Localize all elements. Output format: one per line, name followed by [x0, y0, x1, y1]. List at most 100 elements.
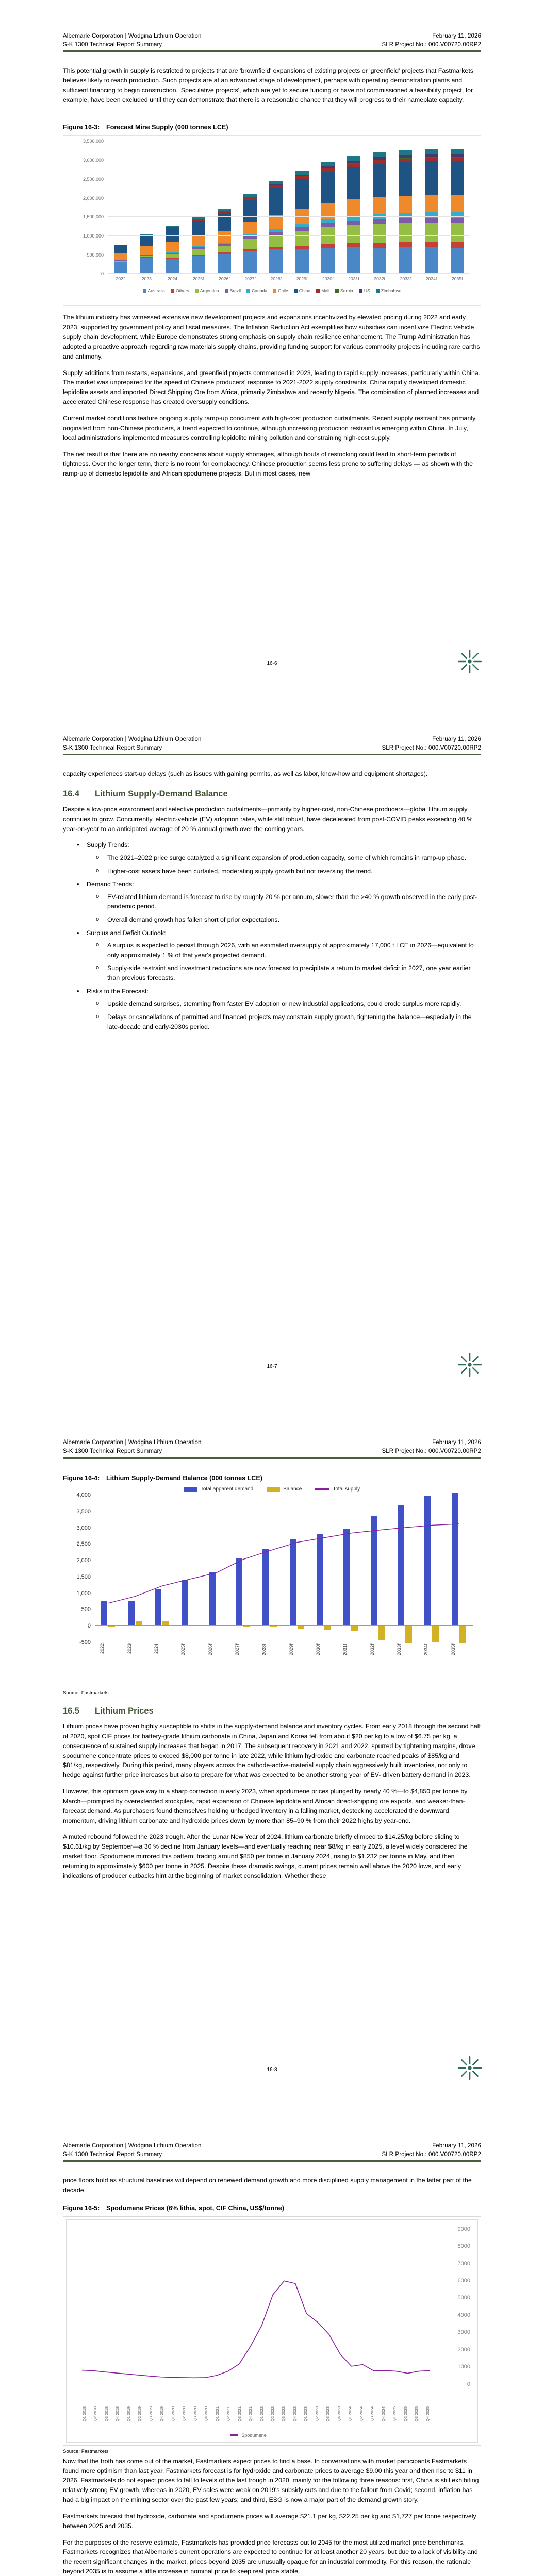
page-4-content: price floors hold as structural baseline…: [63, 2176, 481, 2576]
chart-bar-segment: [114, 260, 128, 262]
chart-bar-segment: [347, 166, 360, 199]
x-axis-tick-label: 2023: [141, 276, 152, 282]
bullet-item: Demand Trends: EV-related lithium demand …: [87, 879, 481, 924]
y-axis-tick-label: 6000: [457, 2278, 470, 2284]
demand-bar: [154, 1589, 161, 1626]
chart-bar-segment: [269, 229, 283, 232]
legend-label: Others: [175, 288, 189, 294]
page-3: Albemarle Corporation | Wodgina Lithium …: [0, 1406, 544, 2110]
y-axis-tick-label: -500: [79, 1639, 91, 1646]
figure-16-4-chart: Total apparent demand Balance Total supply…: [63, 1486, 481, 1687]
chart-bar-segment: [269, 180, 283, 184]
page-3-content: Figure 16-4: Lithium Supply-Demand Balan…: [63, 1472, 481, 1888]
chart-bar-segment: [295, 249, 309, 274]
x-axis-tick-label: Q2 2025: [403, 2406, 408, 2421]
legend-label: Argentina: [200, 288, 219, 294]
chart-bar-segment: [243, 199, 257, 223]
x-axis-tick-label: 2031f: [342, 1643, 348, 1655]
legend-swatch: [170, 289, 174, 293]
chart-bar-segment: [321, 171, 335, 204]
x-axis-tick-label: Q4 2025: [425, 2406, 430, 2421]
chart-bar-segment: [166, 252, 179, 253]
page-number: 16-7: [267, 1364, 277, 1369]
chart-bar-segment: [269, 235, 283, 247]
chart-bar-segment: [295, 227, 309, 231]
chart-bar-segment: [399, 158, 413, 159]
balance-bar: [135, 1621, 142, 1626]
chart-bar-segment: [347, 243, 360, 247]
chart-bar-segment: [424, 247, 438, 274]
section-heading-16-4: 16.4 Lithium Supply-Demand Balance: [63, 789, 481, 799]
balance-bar: [459, 1626, 466, 1643]
y-axis-tick-label: 5000: [457, 2295, 470, 2301]
chart-column: [127, 1495, 144, 1642]
chart-bar-segment: [166, 259, 179, 274]
chart-bar-segment: [450, 154, 464, 157]
legend-swatch: [267, 1487, 281, 1492]
chart-bar-segment: [217, 231, 231, 243]
figure-label: Figure 16-3:: [63, 124, 100, 131]
legend-item: Others: [170, 288, 189, 294]
paragraph: Now that the froth has come out of the m…: [63, 2457, 479, 2504]
page-4: Albemarle Corporation | Wodgina Lithium …: [0, 2110, 544, 2576]
demand-bar: [127, 1601, 135, 1626]
chart-bar-stack: [373, 152, 387, 274]
section-title: Lithium Supply-Demand Balance: [95, 789, 228, 799]
bullet-label: Supply Trends:: [87, 841, 129, 849]
chart-bar-segment: [295, 171, 309, 175]
y-axis-tick-label: 500: [81, 1606, 91, 1613]
chart-bar-segment: [450, 212, 464, 218]
y-axis-tick-label: 3,000,000: [83, 158, 104, 163]
chart-bar-segment: [321, 219, 335, 224]
x-axis-tick-label: 2028f: [261, 1643, 267, 1655]
x-axis-tick-label: Q4 2019: [159, 2406, 164, 2421]
demand-bar: [424, 1496, 432, 1626]
chart-bar-segment: [399, 218, 413, 224]
chart-bar-segment: [321, 223, 335, 228]
chart-bar-segment: [399, 155, 413, 158]
legend-label: US: [364, 288, 370, 294]
chart-bar-segment: [373, 219, 387, 224]
legend-item: Australia: [142, 288, 165, 293]
chart-bar-stack: [269, 180, 283, 274]
x-axis-tick-label: Q2 2023: [314, 2406, 319, 2421]
header-report: S-K 1300 Technical Report Summary: [63, 2151, 162, 2158]
header-rule: [63, 2160, 481, 2162]
sub-bullet-list: EV-related lithium demand is forecast to…: [87, 892, 481, 925]
legend-item: China: [293, 288, 310, 293]
x-axis-tick-label: Q1 2024: [348, 2406, 353, 2421]
demand-bar: [101, 1601, 108, 1626]
legend-item: US: [358, 288, 370, 294]
x-axis-tick-label: 2029f: [296, 276, 308, 282]
x-axis-tick-label: 2030f: [315, 1643, 321, 1655]
legend-item: Serbia: [335, 288, 353, 293]
chart-plot-area: -500 0 500 1,000 1,500 2,000 2,500 3,000 3,500 4,…: [76, 1492, 473, 1646]
chart-bar-segment: [217, 212, 231, 231]
chart-bar-segment: [269, 246, 283, 250]
figure-16-3-caption: Figure 16-3: Forecast Mine Supply (000 t…: [63, 124, 481, 131]
section-heading-16-5: 16.5 Lithium Prices: [63, 1706, 481, 1716]
chart-bar-segment: [295, 208, 309, 224]
legend-item: Zimbabwe: [375, 288, 401, 293]
x-axis-tick-label: 2034f: [425, 276, 437, 282]
legend-swatch-spodumene: [230, 2434, 239, 2436]
y-axis-tick-label: 0: [87, 1623, 91, 1630]
section-number: 16.5: [63, 1706, 80, 1716]
chart-bar-segment: [191, 219, 205, 221]
chart-bar-segment: [114, 244, 128, 253]
chart-bar-segment: [424, 223, 438, 242]
y-axis-tick-label: 3000: [457, 2329, 470, 2336]
y-axis-tick-label: 2000: [457, 2346, 470, 2353]
x-axis-tick-label: 2024: [153, 1643, 159, 1654]
chart-bar-segment: [269, 185, 283, 188]
legend-swatch: [358, 289, 362, 293]
chart-gridline: 0: [101, 271, 470, 276]
chart-bar-segment: [424, 212, 438, 218]
legend-label: Balance: [283, 1486, 302, 1492]
x-axis-tick-label: Q1 2019: [126, 2406, 131, 2421]
page-number: 16-8: [267, 2067, 277, 2073]
chart-bar-segment: [450, 156, 464, 158]
legend-label-spodumene: Spodumene: [241, 2432, 267, 2438]
page-2: Albemarle Corporation | Wodgina Lithium …: [0, 703, 544, 1406]
chart-bar-segment: [373, 224, 387, 243]
